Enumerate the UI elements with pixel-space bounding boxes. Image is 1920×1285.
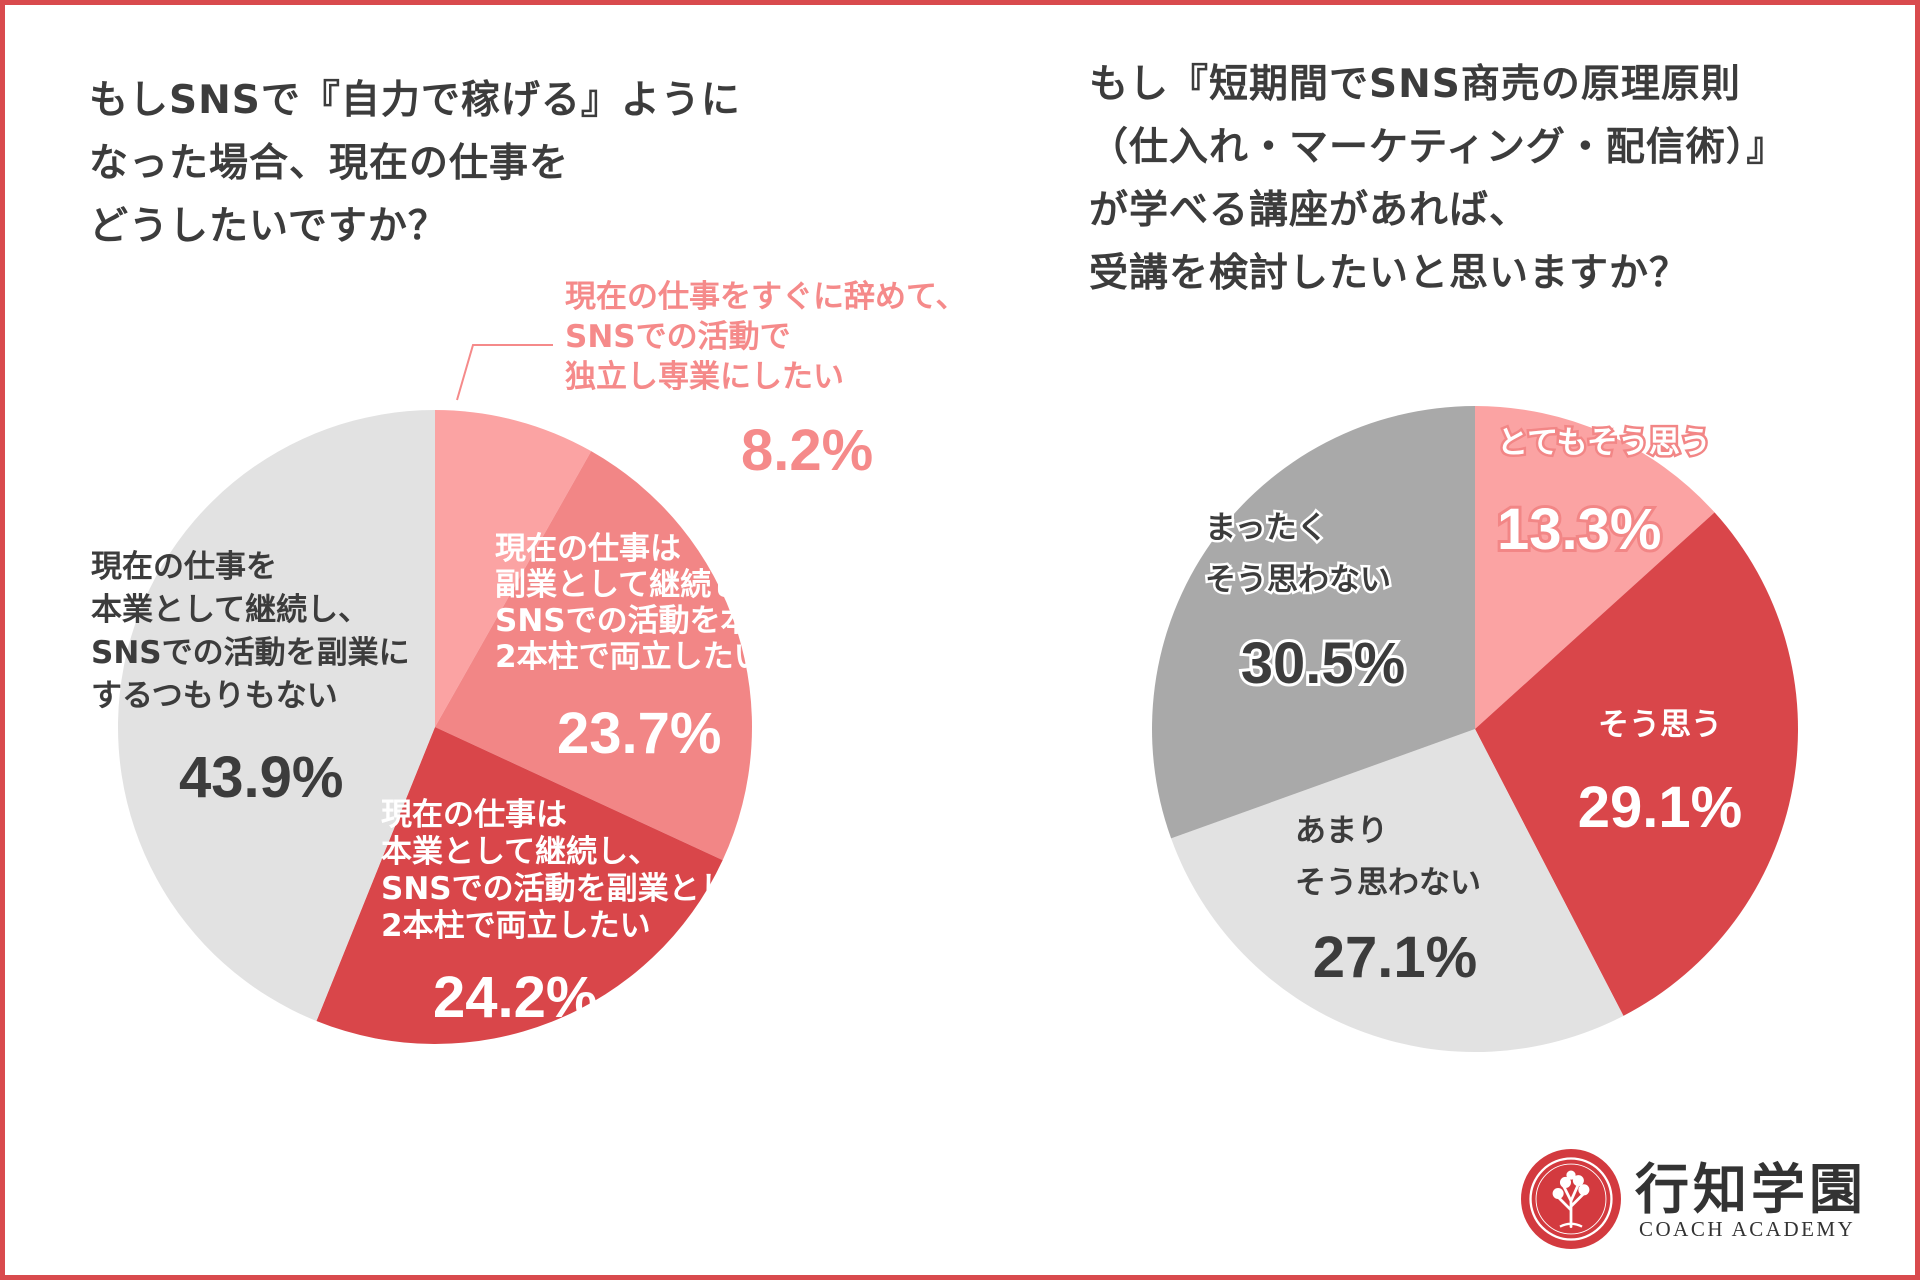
- brand-name-en: COACH ACADEMY: [1639, 1217, 1856, 1241]
- pie-labels: とてもそう思う 13.3% そう思う 29.1% あまりそう思わない 27.1% まったくそ…: [1203, 423, 1743, 991]
- chart2-slice-2: [1475, 512, 1798, 1016]
- chart1-slice-3: [316, 727, 723, 1045]
- brand-logo: 行知学園 COACH ACADEMY: [1521, 1143, 1881, 1253]
- chart1-slice-4-label: 現在の仕事を本業として継続し、 SNSでの活動を副業にするつもりもない: [91, 549, 410, 714]
- chart2-slice-3: [1171, 729, 1624, 1052]
- chart2-pie: とてもそう思う 13.3% そう思う 29.1% あまりそう思わない 27.1% まったくそ…: [1152, 406, 1798, 1052]
- chart2-slice-1-value: 13.3%: [1497, 497, 1661, 562]
- chart1-leader-line: [456, 344, 553, 401]
- chart1-slice-3-label: 現在の仕事は本業として継続し、 SNSでの活動を副業として 2本柱で両立したい: [381, 797, 761, 944]
- title-line: どうしたいですか？: [89, 204, 448, 249]
- chart2-slice-4-label: まったくそう思わない: [1205, 510, 1391, 598]
- chart2-slice-3-value: 27.1%: [1313, 925, 1477, 990]
- chart1-slice-3-value: 24.2%: [433, 965, 597, 1030]
- chart1-slice-2-value: 23.7%: [557, 701, 721, 766]
- chart1-slice-1: [435, 410, 592, 727]
- chart2-title: もし『短期間でSNS商売の原理原則 （仕入れ・マーケティング・配信術）』 が学べる講…: [1089, 53, 1786, 305]
- title-line: （仕入れ・マーケティング・配信術）』: [1089, 125, 1787, 170]
- chart1-pie: 現在の仕事をすぐに辞めて、 SNSでの活動で独立し専業にしたい 8.2% 現在の仕事は…: [91, 279, 966, 1045]
- chart1-slice-1-value: 8.2%: [741, 418, 873, 483]
- seal-icon: [1521, 1149, 1621, 1249]
- chart2-slice-1-label: とてもそう思う: [1497, 425, 1711, 461]
- brand-name-jp: 行知学園: [1635, 1157, 1867, 1221]
- chart1-slice-2: [435, 451, 752, 861]
- chart1-slice-4: [117, 410, 435, 1021]
- chart2-slice-2-value: 29.1%: [1578, 775, 1742, 840]
- chart2-slice-3-label: あまりそう思わない: [1295, 813, 1481, 901]
- chart2-slice-4: [1152, 406, 1475, 839]
- pie-labels: 現在の仕事をすぐに辞めて、 SNSでの活動で独立し専業にしたい 8.2% 現在の仕事は…: [91, 279, 966, 1030]
- title-line: なった場合、現在の仕事を: [89, 141, 570, 186]
- chart2-slice-4-value: 30.5%: [1241, 631, 1405, 696]
- chart1-slice-1-label: 現在の仕事をすぐに辞めて、 SNSでの活動で独立し専業にしたい: [565, 279, 966, 395]
- chart2-slice-1: [1475, 406, 1715, 729]
- title-line: もしSNSで『自力で稼げる』ように: [89, 78, 741, 123]
- chart1-slice-4-value: 43.9%: [179, 745, 343, 810]
- chart1-title: もしSNSで『自力で稼げる』ように なった場合、現在の仕事を どうしたいですか？: [89, 69, 741, 258]
- title-line: が学べる講座があれば、: [1089, 188, 1530, 233]
- pie-slices: [117, 410, 752, 1045]
- chart1-slice-2-label: 現在の仕事は副業として継続し、 SNSでの活動を本業として 2本柱で両立したい: [495, 531, 875, 675]
- title-line: 受講を検討したいと思いますか？: [1089, 251, 1690, 296]
- title-line: もし『短期間でSNS商売の原理原則: [1089, 62, 1741, 107]
- pie-slices: [1152, 406, 1798, 1052]
- chart2-slice-2-label: そう思う: [1598, 707, 1722, 743]
